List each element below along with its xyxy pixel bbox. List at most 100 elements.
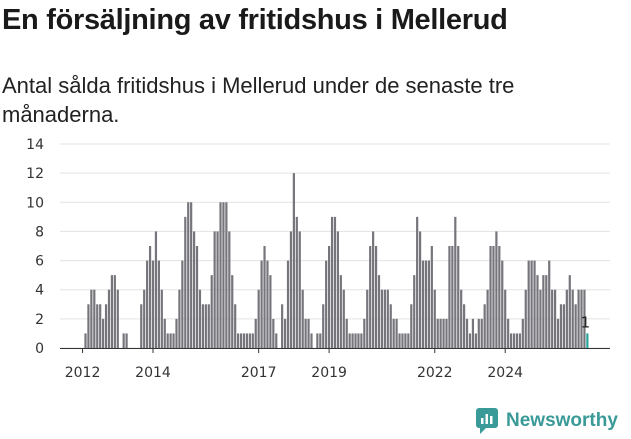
bar: [269, 275, 272, 348]
bar: [151, 260, 155, 348]
bar: [524, 289, 527, 348]
y-tick-label: 0: [35, 341, 44, 357]
y-tick-label: 6: [35, 254, 44, 270]
bar: [580, 289, 583, 348]
bar: [445, 318, 448, 348]
bars: [84, 173, 589, 348]
bar: [498, 246, 501, 348]
bar: [336, 231, 340, 348]
bar: [427, 260, 430, 348]
bar: [360, 333, 363, 348]
bar: [298, 231, 301, 348]
bar: [339, 275, 342, 348]
x-tick-label: 2024: [487, 365, 523, 381]
bar: [395, 318, 398, 348]
bar: [163, 318, 166, 348]
bar: [354, 333, 357, 348]
bar: [219, 202, 222, 348]
bar: [281, 304, 284, 348]
bar: [231, 275, 234, 348]
y-tick-label: 4: [35, 283, 44, 299]
bar: [172, 333, 175, 348]
bar: [556, 318, 560, 348]
bar: [181, 260, 184, 348]
bar: [477, 318, 480, 348]
bar: [512, 333, 516, 348]
bar: [515, 333, 519, 348]
bar: [518, 333, 521, 348]
bar: [140, 304, 143, 348]
bar: [322, 304, 325, 348]
bar: [289, 231, 293, 348]
bar: [430, 246, 433, 348]
y-tick-label: 14: [26, 137, 44, 153]
bar: [166, 333, 169, 348]
bar: [436, 318, 439, 348]
bar: [471, 318, 475, 348]
bar: [565, 289, 568, 348]
bar: [187, 202, 190, 348]
bar: [374, 246, 378, 348]
bar: [377, 275, 381, 348]
chart-subtitle: Antal sålda fritidshus i Mellerud under …: [2, 73, 515, 127]
bar: [146, 260, 149, 348]
bar: [509, 333, 513, 348]
bar: [160, 289, 163, 348]
bar: [96, 304, 99, 348]
bar: [504, 289, 507, 348]
bar: [260, 260, 263, 348]
bar: [272, 318, 275, 348]
bar: [90, 289, 93, 348]
bar: [316, 333, 319, 348]
bar: [175, 318, 178, 348]
bar: [410, 304, 413, 348]
x-tick-label: 2019: [311, 365, 347, 381]
bar: [104, 304, 108, 348]
bar: [257, 289, 260, 348]
bar: [424, 260, 428, 348]
bar: [110, 275, 114, 348]
bar: [492, 246, 495, 348]
bar: [328, 246, 331, 348]
bar: [228, 231, 231, 348]
bar: [383, 289, 386, 348]
bar: [190, 202, 193, 348]
bar: [307, 318, 310, 348]
bar: [125, 333, 128, 348]
bar: [372, 231, 375, 348]
bar: [380, 289, 384, 348]
bar: [389, 304, 392, 348]
bar: [454, 216, 457, 348]
bar: [116, 289, 119, 348]
bar: [169, 333, 172, 348]
bar: [275, 333, 278, 348]
bar: [266, 260, 269, 348]
bar: [195, 246, 199, 348]
bar: [122, 333, 125, 348]
y-axis: 0 2 4 6 8 10 12 14: [26, 137, 44, 357]
bar: [407, 333, 410, 348]
bar: [84, 333, 87, 348]
bar: [263, 246, 266, 348]
bar: [577, 289, 580, 348]
bar: [539, 289, 542, 348]
bar: [99, 304, 102, 348]
bar: [413, 275, 416, 348]
bar: [554, 289, 557, 348]
bar: [460, 289, 463, 348]
bar: [87, 304, 90, 348]
bar: [521, 318, 524, 348]
bar: [530, 260, 533, 348]
bar: [363, 318, 366, 348]
bar: [330, 216, 334, 348]
chart-title: En försäljning av fritidshus i Mellerud: [2, 4, 508, 36]
bar: [301, 289, 304, 348]
bar: [348, 333, 351, 348]
bar: [325, 260, 328, 348]
bar: [386, 289, 389, 348]
bar: [568, 275, 571, 348]
bar: [442, 318, 445, 348]
bar: [357, 333, 360, 348]
bar: [507, 318, 510, 348]
